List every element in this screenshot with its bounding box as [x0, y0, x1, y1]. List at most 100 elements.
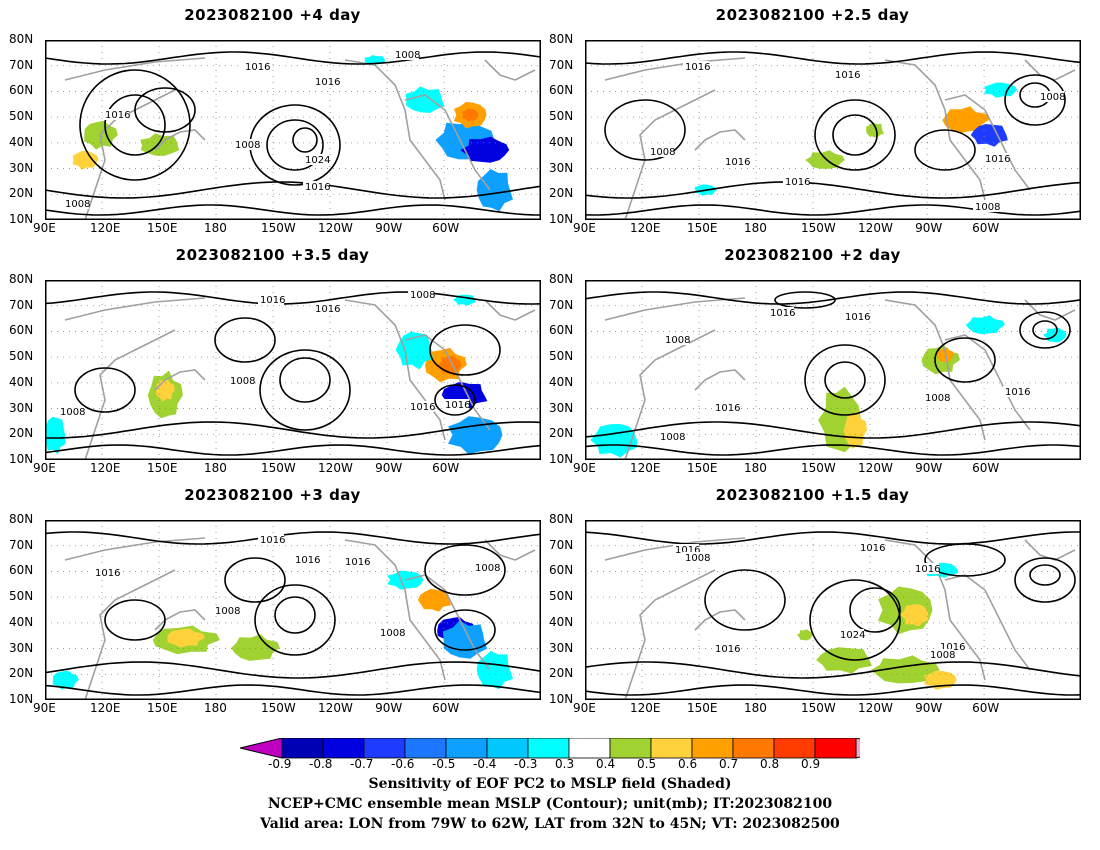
isobar [1014, 557, 1076, 603]
isobar [584, 291, 1082, 305]
lon-tick-label: 60W [972, 461, 1000, 475]
isobar [44, 421, 542, 439]
isobar [44, 661, 542, 679]
isobar [292, 127, 318, 153]
lat-tick-label: 40N [9, 614, 34, 629]
coastline [604, 57, 746, 81]
colorbar-tick-label: -0.7 [350, 757, 374, 771]
isobar [44, 531, 542, 545]
isobar [266, 119, 324, 171]
isobar [824, 361, 866, 399]
isobar [134, 87, 196, 133]
isobar [44, 181, 542, 199]
sensitivity-shading [942, 106, 989, 134]
lat-tick-label: 30N [549, 640, 574, 655]
lat-tick-label: 60N [549, 83, 574, 98]
coastline [344, 299, 446, 441]
colorbar-swatch [814, 738, 857, 759]
isobar [104, 94, 166, 156]
coastline [624, 329, 716, 461]
contour-label: 1016 [105, 110, 130, 121]
lon-tick-label: 60W [432, 221, 460, 235]
lat-tick-label: 30N [549, 400, 574, 415]
coastline [484, 59, 536, 81]
map-border [45, 40, 541, 220]
lon-tick-label: 90W [915, 701, 943, 715]
lat-tick-label: 30N [9, 160, 34, 175]
isobar [249, 104, 341, 186]
lat-tick-label: 60N [9, 323, 34, 338]
sensitivity-shading [364, 55, 386, 65]
isobar [1032, 320, 1058, 340]
panel-title: 2023082100 +2.5 day [715, 6, 910, 24]
contour-label: 1016 [860, 543, 885, 554]
contour-label: 1016 [725, 157, 750, 168]
lat-tick-label: 60N [549, 563, 574, 578]
contour-label: 1016 [940, 642, 965, 653]
colorbar-tick-label: -0.4 [473, 757, 497, 771]
sensitivity-shading [460, 136, 510, 163]
contour-label: 1016 [845, 312, 870, 323]
contour-label: 1016 [685, 62, 710, 73]
lon-tick-label: 150W [261, 461, 296, 475]
lon-tick-label: 120W [858, 701, 893, 715]
lat-tick-label: 20N [549, 666, 574, 681]
isobar [934, 337, 996, 383]
contour-label: 1008 [930, 650, 955, 661]
isobar [224, 557, 286, 603]
coastline [1024, 59, 1076, 81]
contour-label: 1016 [785, 177, 810, 188]
isobar [1029, 564, 1061, 586]
lat-tick-label: 70N [9, 537, 34, 552]
isobar [429, 324, 501, 376]
lon-tick-label: 120E [630, 461, 661, 475]
lon-tick-label: 60W [432, 701, 460, 715]
caption-line-3: Valid area: LON from 79W to 62W, LAT fro… [260, 816, 840, 832]
lat-tick-label: 70N [549, 537, 574, 552]
lon-tick-label: 180 [744, 221, 767, 235]
panel-title: 2023082100 +3.5 day [175, 246, 370, 264]
coastline [944, 334, 1031, 431]
contour-label: 1016 [715, 644, 740, 655]
contour-label: 1008 [925, 393, 950, 404]
isobar [254, 584, 336, 656]
lat-tick-label: 20N [549, 186, 574, 201]
colorbar-swatch [363, 738, 406, 759]
colorbar-swatch [527, 738, 570, 759]
map-frame: 1016 1016 1016 1008 1024 1016 1008 1008 [44, 40, 542, 221]
colorbar-tick-label: -0.3 [514, 757, 538, 771]
contour-label: 1008 [60, 407, 85, 418]
lat-tick-label: 10N [549, 212, 574, 226]
contour-label: 1016 [770, 308, 795, 319]
colorbar-arrow-right [855, 738, 860, 759]
colorbar-tick-label: 0.7 [719, 757, 739, 771]
coastline [624, 569, 716, 701]
coastline [64, 297, 206, 321]
lat-tick-label: 70N [9, 297, 34, 312]
lat-tick-label: 50N [549, 349, 574, 364]
sensitivity-shading [448, 416, 503, 455]
lon-tick-label: 180 [744, 461, 767, 475]
lat-tick-label: 50N [9, 109, 34, 124]
lat-tick-label: 80N [549, 32, 574, 46]
map-border [585, 280, 1081, 460]
contour-label: 1016 [835, 70, 860, 81]
lat-tick-label: 40N [549, 614, 574, 629]
isobar [259, 349, 351, 431]
lon-tick-label: 90W [375, 461, 403, 475]
isobar [424, 544, 506, 596]
lat-tick-label: 10N [9, 212, 34, 226]
caption-line-2: NCEP+CMC ensemble mean MSLP (Contour); u… [267, 796, 833, 812]
lat-tick-label: 80N [549, 512, 574, 526]
isobar [74, 367, 136, 413]
map-frame: 1016 1016 1008 1016 1008 1016 1008 [584, 280, 1082, 461]
isobar [104, 599, 166, 641]
sensitivity-shading [476, 650, 513, 690]
colorbar-swatch [322, 738, 365, 759]
map-panel-5: 2023082100 +3 day [0, 480, 545, 708]
coastline [84, 89, 176, 221]
lat-tick-label: 10N [549, 692, 574, 706]
isobar [44, 204, 542, 216]
lat-tick-label: 50N [9, 349, 34, 364]
coastline [484, 299, 536, 321]
